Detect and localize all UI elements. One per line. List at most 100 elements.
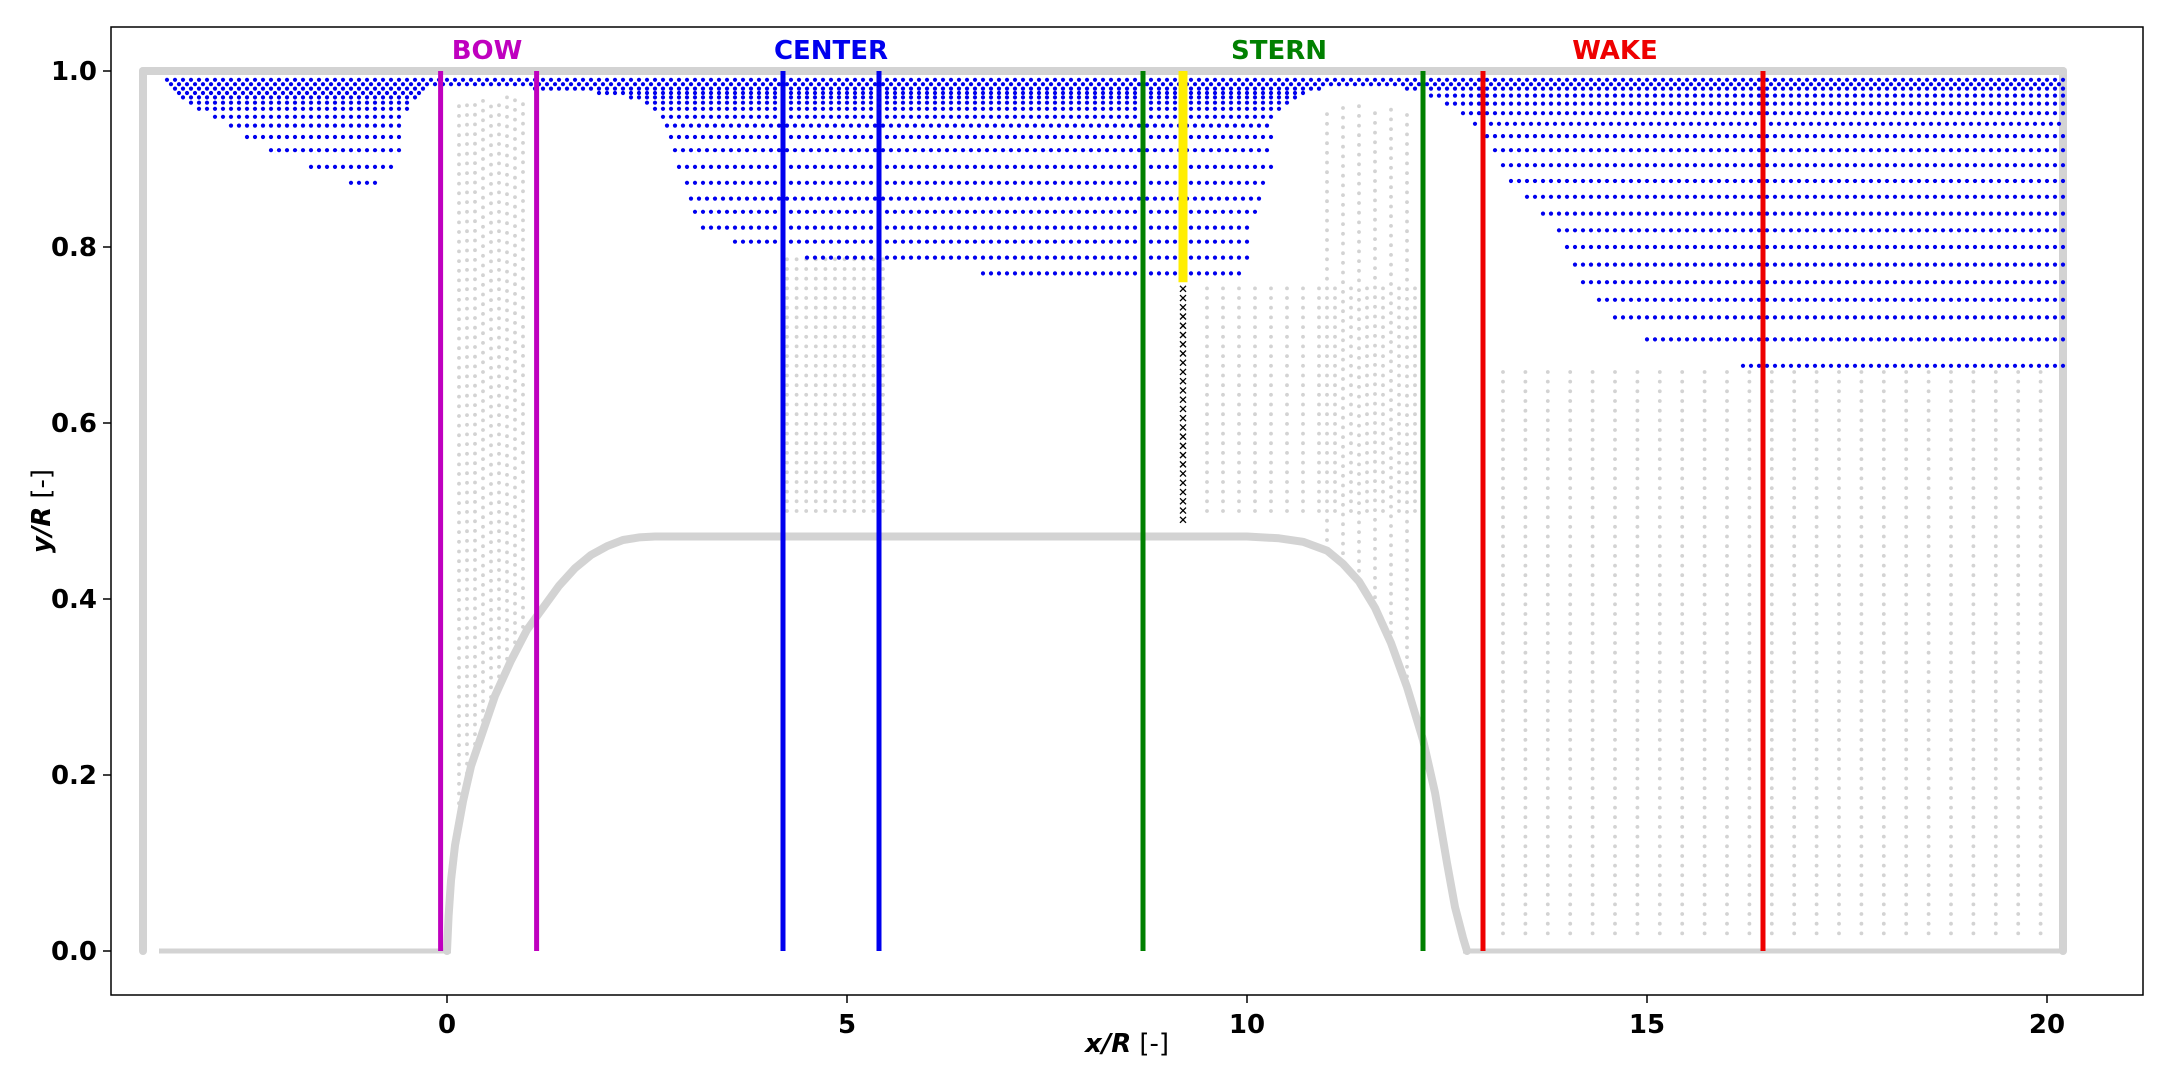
series-point bbox=[193, 91, 197, 95]
series-point bbox=[677, 165, 681, 169]
grid-point bbox=[1381, 451, 1385, 455]
grid-point bbox=[1546, 612, 1550, 616]
grid-point bbox=[505, 357, 509, 361]
grid-point bbox=[1927, 593, 1931, 597]
grid-point bbox=[872, 490, 876, 494]
grid-point bbox=[1994, 709, 1998, 713]
series-point bbox=[1525, 78, 1529, 82]
grid-point bbox=[1860, 893, 1864, 897]
series-point bbox=[717, 115, 721, 119]
grid-point bbox=[1269, 316, 1273, 320]
series-point bbox=[733, 87, 737, 91]
grid-point bbox=[1373, 421, 1377, 425]
grid-point bbox=[1613, 399, 1617, 403]
grid-point bbox=[1221, 287, 1225, 291]
grid-point bbox=[1317, 509, 1321, 513]
series-point bbox=[365, 95, 369, 99]
grid-point bbox=[1591, 728, 1595, 732]
grid-point bbox=[489, 579, 493, 583]
series-point bbox=[1093, 210, 1097, 214]
grid-point bbox=[1636, 825, 1640, 829]
grid-point bbox=[457, 240, 461, 244]
series-point bbox=[1221, 210, 1225, 214]
series-point bbox=[917, 78, 921, 82]
series-point bbox=[1221, 165, 1225, 169]
series-point bbox=[725, 78, 729, 82]
series-point bbox=[1093, 115, 1097, 119]
series-point bbox=[293, 115, 297, 119]
series-point bbox=[1117, 101, 1121, 105]
series-point bbox=[541, 78, 545, 82]
grid-point bbox=[1501, 748, 1505, 752]
grid-point bbox=[481, 525, 485, 529]
grid-point bbox=[513, 263, 517, 267]
series-point bbox=[1109, 135, 1113, 139]
grid-point bbox=[1501, 806, 1505, 810]
grid-point bbox=[1591, 670, 1595, 674]
grid-point bbox=[833, 432, 837, 436]
grid-point bbox=[1405, 287, 1409, 291]
grid-point bbox=[1389, 563, 1393, 567]
grid-point bbox=[1703, 825, 1707, 829]
series-point bbox=[805, 115, 809, 119]
series-point bbox=[1253, 95, 1257, 99]
grid-point bbox=[1389, 427, 1393, 431]
series-point bbox=[1053, 135, 1057, 139]
grid-point bbox=[1546, 622, 1550, 626]
grid-point bbox=[1205, 325, 1209, 329]
grid-point bbox=[1658, 786, 1662, 790]
grid-point bbox=[1341, 551, 1345, 555]
grid-point bbox=[497, 433, 501, 437]
grid-point bbox=[2016, 786, 2020, 790]
grid-point bbox=[1927, 467, 1931, 471]
grid-point bbox=[1725, 380, 1729, 384]
grid-point bbox=[457, 104, 461, 108]
series-point bbox=[757, 78, 761, 82]
series-point bbox=[981, 107, 985, 111]
series-point bbox=[357, 135, 361, 139]
grid-point bbox=[489, 666, 493, 670]
series-point bbox=[1221, 101, 1225, 105]
series-point bbox=[405, 95, 409, 99]
grid-point bbox=[2039, 525, 2043, 529]
grid-point bbox=[1501, 864, 1505, 868]
grid-point bbox=[852, 393, 856, 397]
series-point bbox=[1445, 78, 1449, 82]
grid-point bbox=[465, 510, 469, 514]
grid-point bbox=[1949, 893, 1953, 897]
grid-point bbox=[1792, 496, 1796, 500]
grid-point bbox=[1568, 515, 1572, 519]
grid-point bbox=[481, 244, 485, 248]
series-point bbox=[933, 135, 937, 139]
series-point bbox=[221, 107, 225, 111]
series-point bbox=[857, 148, 861, 152]
grid-point bbox=[1524, 661, 1528, 665]
series-point bbox=[1925, 78, 1929, 82]
series-point bbox=[1773, 78, 1777, 82]
grid-point bbox=[1349, 480, 1353, 484]
series-point bbox=[1121, 148, 1125, 152]
grid-point bbox=[457, 705, 461, 709]
grid-point bbox=[1703, 883, 1707, 887]
grid-point bbox=[1815, 883, 1819, 887]
series-point bbox=[1349, 78, 1353, 82]
grid-point bbox=[1837, 428, 1841, 432]
series-point bbox=[1069, 135, 1073, 139]
series-point bbox=[453, 78, 457, 82]
grid-point bbox=[1680, 525, 1684, 529]
grid-point bbox=[843, 490, 847, 494]
grid-point bbox=[1591, 380, 1595, 384]
grid-point bbox=[1373, 247, 1377, 251]
grid-point bbox=[833, 393, 837, 397]
grid-point bbox=[1815, 873, 1819, 877]
grid-point bbox=[1815, 554, 1819, 558]
series-point bbox=[389, 101, 393, 105]
grid-point bbox=[1333, 364, 1337, 368]
grid-point bbox=[881, 451, 885, 455]
grid-point bbox=[1994, 564, 1998, 568]
grid-point bbox=[1882, 767, 1886, 771]
grid-point bbox=[1725, 903, 1729, 907]
grid-point bbox=[1325, 228, 1329, 232]
series-point bbox=[789, 95, 793, 99]
series-point bbox=[837, 240, 841, 244]
